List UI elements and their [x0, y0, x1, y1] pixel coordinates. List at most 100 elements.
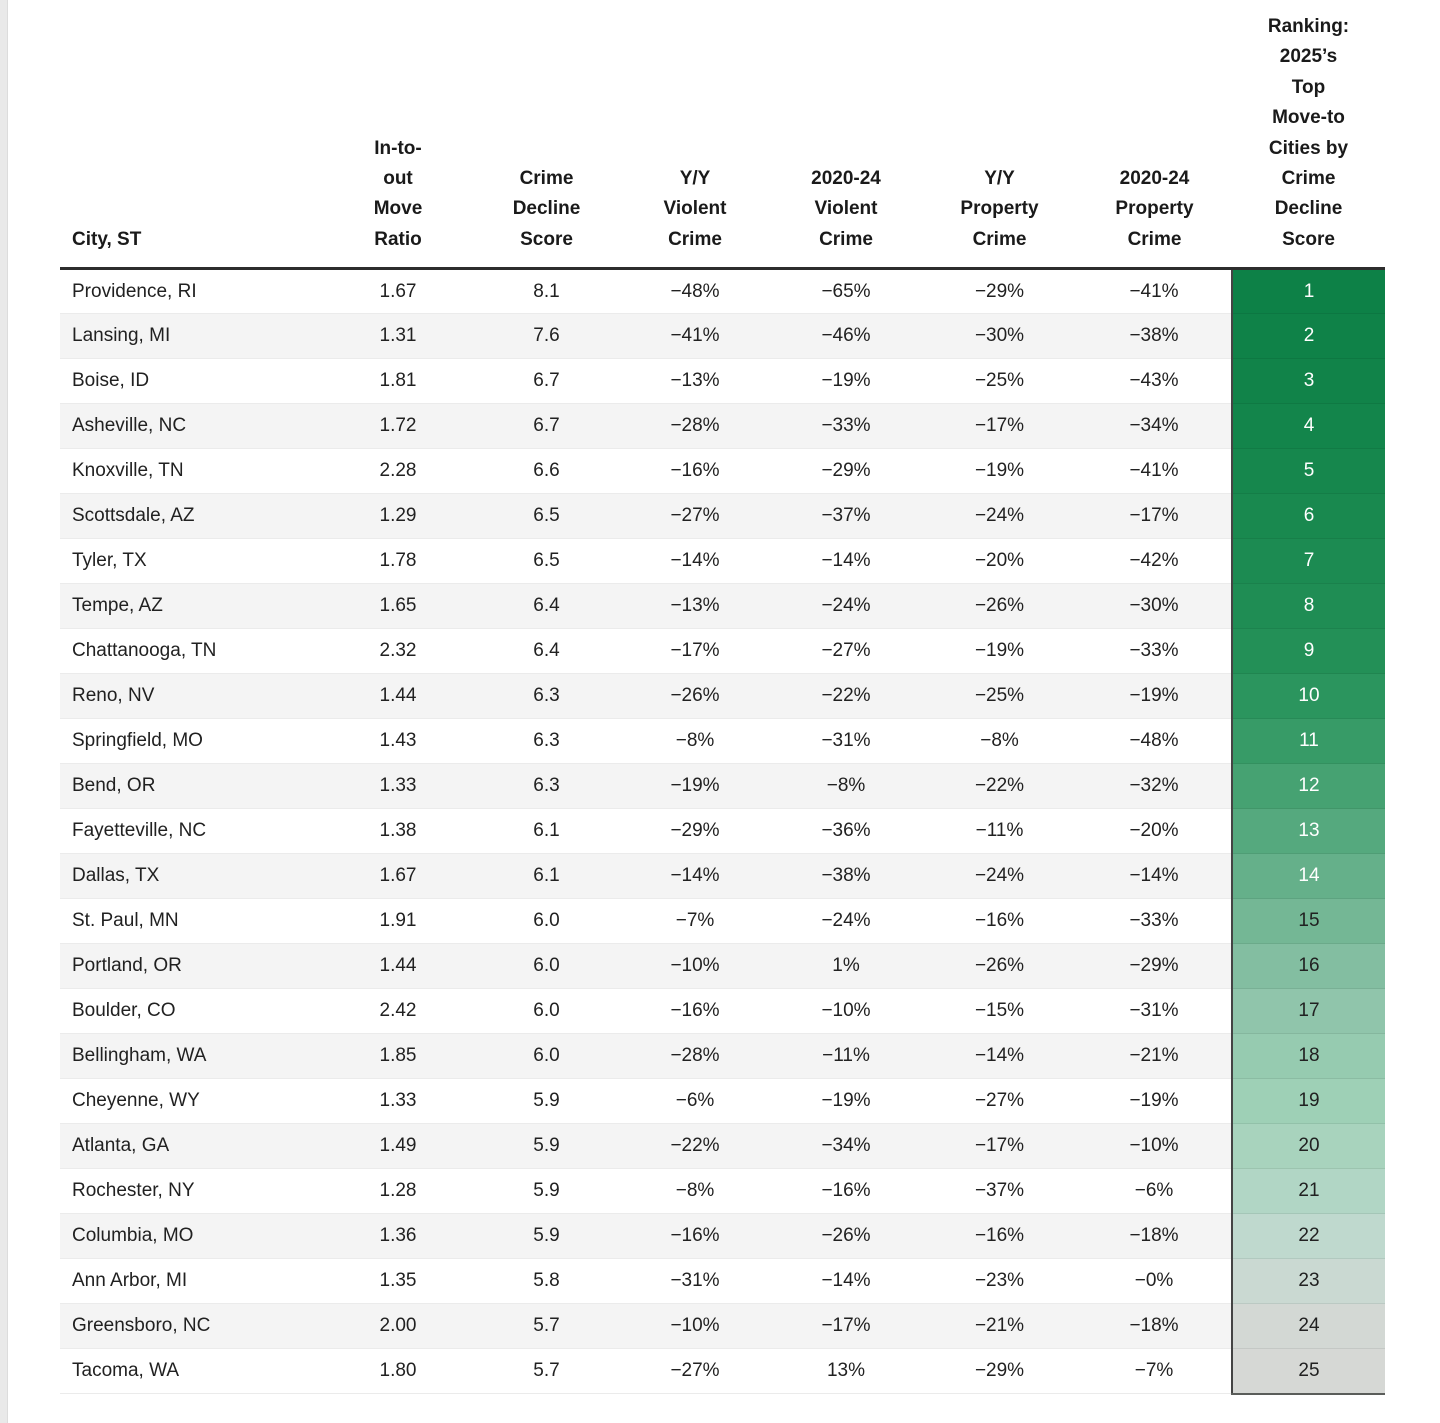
property-2020-24-cell: −33%	[1077, 898, 1232, 945]
rank-cell: 9	[1231, 628, 1385, 675]
header-yy-violent-crime: Y/Y Violent Crime	[620, 12, 770, 271]
header-crime-decline-score: Crime Decline Score	[473, 12, 620, 271]
violent-2020-24-cell: −14%	[770, 538, 922, 585]
violent-2020-24-cell: −38%	[770, 853, 922, 900]
rank-cell: 2	[1231, 313, 1385, 360]
city-cell: Lansing, MI	[60, 313, 323, 360]
violent-2020-24-cell: −34%	[770, 1123, 922, 1170]
move-ratio-cell: 1.85	[323, 1033, 473, 1080]
yy-violent-crime-cell: −26%	[620, 673, 770, 720]
table-row: Fayetteville, NC 1.38 6.1 −29% −36% −11%…	[60, 808, 1385, 855]
yy-violent-crime-cell: −13%	[620, 358, 770, 405]
table-header: City, ST In-to- out Move Ratio Crime Dec…	[60, 12, 1385, 271]
header-2020-24-violent-crime: 2020-24 Violent Crime	[770, 12, 922, 271]
yy-property-crime-cell: −16%	[922, 1213, 1077, 1260]
property-2020-24-cell: −6%	[1077, 1168, 1232, 1215]
rank-cell: 22	[1231, 1213, 1385, 1260]
city-cell: Bellingham, WA	[60, 1033, 323, 1080]
move-ratio-cell: 2.32	[323, 628, 473, 675]
crime-decline-score-cell: 6.3	[473, 763, 620, 810]
table-row: Scottsdale, AZ 1.29 6.5 −27% −37% −24% −…	[60, 493, 1385, 540]
yy-violent-crime-cell: −16%	[620, 988, 770, 1035]
yy-violent-crime-cell: −16%	[620, 448, 770, 495]
yy-violent-crime-cell: −14%	[620, 853, 770, 900]
yy-violent-crime-cell: −27%	[620, 1348, 770, 1395]
violent-2020-24-cell: 1%	[770, 943, 922, 990]
crime-decline-score-cell: 5.9	[473, 1213, 620, 1260]
crime-decline-score-cell: 6.1	[473, 853, 620, 900]
rank-cell: 6	[1231, 493, 1385, 540]
table-row: Tacoma, WA 1.80 5.7 −27% 13% −29% −7% 25	[60, 1348, 1385, 1395]
table-row: Rochester, NY 1.28 5.9 −8% −16% −37% −6%…	[60, 1168, 1385, 1215]
yy-violent-crime-cell: −29%	[620, 808, 770, 855]
yy-violent-crime-cell: −27%	[620, 493, 770, 540]
rank-cell: 13	[1231, 808, 1385, 855]
property-2020-24-cell: −0%	[1077, 1258, 1232, 1305]
table-row: Tempe, AZ 1.65 6.4 −13% −24% −26% −30% 8	[60, 583, 1385, 630]
property-2020-24-cell: −19%	[1077, 1078, 1232, 1125]
city-cell: Boise, ID	[60, 358, 323, 405]
crime-decline-score-cell: 6.7	[473, 358, 620, 405]
crime-decline-score-cell: 6.3	[473, 718, 620, 765]
move-ratio-cell: 1.35	[323, 1258, 473, 1305]
rank-cell: 21	[1231, 1168, 1385, 1215]
property-2020-24-cell: −48%	[1077, 718, 1232, 765]
yy-property-crime-cell: −22%	[922, 763, 1077, 810]
crime-decline-score-cell: 6.4	[473, 583, 620, 630]
violent-2020-24-cell: −19%	[770, 358, 922, 405]
rank-cell: 20	[1231, 1123, 1385, 1170]
yy-violent-crime-cell: −19%	[620, 763, 770, 810]
city-cell: Columbia, MO	[60, 1213, 323, 1260]
crime-decline-score-cell: 5.9	[473, 1123, 620, 1170]
yy-property-crime-cell: −25%	[922, 673, 1077, 720]
table-row: Atlanta, GA 1.49 5.9 −22% −34% −17% −10%…	[60, 1123, 1385, 1170]
move-ratio-cell: 1.31	[323, 313, 473, 360]
city-cell: Tacoma, WA	[60, 1348, 323, 1395]
move-ratio-cell: 1.67	[323, 268, 473, 315]
city-cell: Reno, NV	[60, 673, 323, 720]
move-ratio-cell: 1.67	[323, 853, 473, 900]
rank-cell: 7	[1231, 538, 1385, 585]
move-ratio-cell: 1.36	[323, 1213, 473, 1260]
crime-decline-score-cell: 7.6	[473, 313, 620, 360]
property-2020-24-cell: −31%	[1077, 988, 1232, 1035]
violent-2020-24-cell: −37%	[770, 493, 922, 540]
city-cell: Knoxville, TN	[60, 448, 323, 495]
yy-violent-crime-cell: −28%	[620, 1033, 770, 1080]
rank-cell: 17	[1231, 988, 1385, 1035]
yy-violent-crime-cell: −22%	[620, 1123, 770, 1170]
table-row: Lansing, MI 1.31 7.6 −41% −46% −30% −38%…	[60, 313, 1385, 360]
crime-decline-score-cell: 5.7	[473, 1303, 620, 1350]
move-ratio-cell: 2.28	[323, 448, 473, 495]
violent-2020-24-cell: −24%	[770, 583, 922, 630]
header-2020-24-property-crime: 2020-24 Property Crime	[1077, 12, 1232, 271]
yy-violent-crime-cell: −10%	[620, 943, 770, 990]
move-ratio-cell: 1.78	[323, 538, 473, 585]
rank-cell: 1	[1231, 268, 1385, 315]
property-2020-24-cell: −33%	[1077, 628, 1232, 675]
yy-property-crime-cell: −24%	[922, 853, 1077, 900]
move-ratio-cell: 1.33	[323, 763, 473, 810]
move-ratio-cell: 1.28	[323, 1168, 473, 1215]
yy-property-crime-cell: −17%	[922, 403, 1077, 450]
property-2020-24-cell: −18%	[1077, 1303, 1232, 1350]
table-row: Bellingham, WA 1.85 6.0 −28% −11% −14% −…	[60, 1033, 1385, 1080]
crime-decline-score-cell: 5.9	[473, 1078, 620, 1125]
city-cell: Springfield, MO	[60, 718, 323, 765]
violent-2020-24-cell: −46%	[770, 313, 922, 360]
table-body: Providence, RI 1.67 8.1 −48% −65% −29% −…	[60, 268, 1385, 1395]
city-cell: Asheville, NC	[60, 403, 323, 450]
yy-violent-crime-cell: −41%	[620, 313, 770, 360]
property-2020-24-cell: −43%	[1077, 358, 1232, 405]
city-cell: Tempe, AZ	[60, 583, 323, 630]
city-cell: Chattanooga, TN	[60, 628, 323, 675]
property-2020-24-cell: −41%	[1077, 268, 1232, 315]
city-cell: St. Paul, MN	[60, 898, 323, 945]
violent-2020-24-cell: −31%	[770, 718, 922, 765]
city-cell: Dallas, TX	[60, 853, 323, 900]
move-ratio-cell: 1.33	[323, 1078, 473, 1125]
property-2020-24-cell: −10%	[1077, 1123, 1232, 1170]
violent-2020-24-cell: −19%	[770, 1078, 922, 1125]
table-row: Providence, RI 1.67 8.1 −48% −65% −29% −…	[60, 268, 1385, 315]
